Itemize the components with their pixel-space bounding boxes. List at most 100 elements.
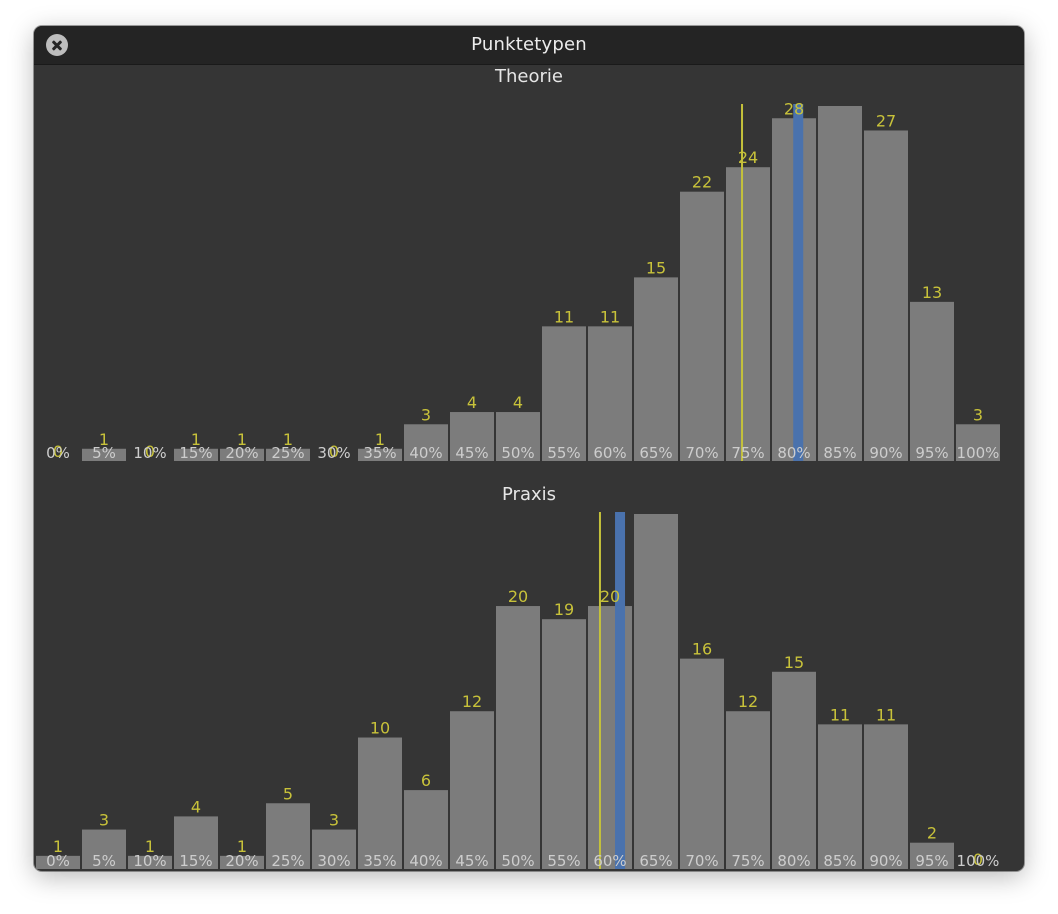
close-icon[interactable] — [46, 34, 68, 56]
praxis-bar-11 — [542, 619, 586, 869]
theorie-count-label-3: 1 — [191, 430, 201, 449]
theorie-bar-3 — [174, 448, 218, 461]
theorie-bar-9 — [450, 412, 494, 461]
theorie-histogram: 0101110134411111522242829271330%5%10%15%… — [46, 103, 1000, 462]
praxis-bin-label-5: 25% — [271, 852, 304, 870]
theorie-bar-17 — [818, 106, 862, 461]
theorie-count-label-14: 22 — [692, 173, 712, 192]
praxis-bin-label-9: 45% — [455, 852, 488, 870]
praxis-count-label-20: 0 — [973, 850, 983, 869]
theorie-bar-18 — [864, 130, 908, 461]
praxis-bin-label-0: 0% — [46, 852, 70, 870]
praxis-count-label-7: 10 — [370, 719, 390, 738]
theorie-bar-19 — [910, 301, 954, 461]
praxis-bin-label-13: 65% — [639, 852, 672, 870]
praxis-bar-1 — [82, 829, 126, 869]
theorie-count-label-11: 11 — [554, 307, 574, 326]
theorie-count-label-17: 29 — [830, 103, 850, 106]
theorie-bar-14 — [680, 191, 724, 462]
title-bar[interactable]: Punktetypen — [34, 26, 1024, 65]
praxis-bar-16 — [772, 671, 816, 869]
theorie-bin-label-18: 90% — [869, 444, 902, 462]
praxis-bin-label-4: 20% — [225, 852, 258, 870]
praxis-count-label-10: 20 — [508, 587, 528, 606]
theorie-count-label-19: 13 — [922, 283, 942, 302]
praxis-bar-14 — [680, 658, 724, 869]
theorie-count-label-12: 11 — [600, 307, 620, 326]
praxis-bin-label-12: 60% — [593, 852, 626, 870]
theorie-bar-8 — [404, 424, 448, 461]
praxis-count-label-0: 1 — [53, 837, 63, 856]
praxis-bar-10 — [496, 606, 540, 869]
praxis-count-label-18: 11 — [876, 705, 896, 724]
theorie-average-band — [793, 104, 804, 461]
praxis-bar-9 — [450, 711, 494, 869]
praxis-bar-8 — [404, 790, 448, 869]
praxis-count-label-6: 3 — [329, 811, 339, 830]
theorie-bin-label-16: 80% — [777, 444, 810, 462]
theorie-bin-label-11: 55% — [547, 444, 580, 462]
praxis-bar-5 — [266, 803, 310, 869]
theorie-bar-20 — [956, 424, 1000, 461]
praxis-count-label-17: 11 — [830, 705, 850, 724]
praxis-bin-label-2: 10% — [133, 852, 166, 870]
praxis-count-label-9: 12 — [462, 692, 482, 711]
praxis-count-label-5: 5 — [283, 784, 293, 803]
theorie-bin-label-2: 10% — [133, 444, 166, 462]
praxis-bar-17 — [818, 724, 862, 869]
theorie-bin-label-6: 30% — [317, 444, 350, 462]
praxis-bin-label-10: 50% — [501, 852, 534, 870]
praxis-bin-label-14: 70% — [685, 852, 718, 870]
theorie-count-label-8: 3 — [421, 405, 431, 424]
praxis-count-label-14: 16 — [692, 640, 712, 659]
praxis-bin-label-11: 55% — [547, 852, 580, 870]
theorie-count-label-1: 1 — [99, 430, 109, 449]
theorie-threshold-line — [741, 104, 744, 461]
theorie-bar-13 — [634, 277, 678, 461]
punktetypen-window: Punktetypen Theorie 0 1 0 1 1 1 0 1 3 4 4 11 11 15 22 2… — [34, 26, 1024, 871]
praxis-bin-label-16: 80% — [777, 852, 810, 870]
praxis-count-label-19: 2 — [927, 824, 937, 843]
theorie-bin-label-8: 40% — [409, 444, 442, 462]
theorie-count-label-18: 27 — [876, 111, 896, 130]
theorie-count-label-20: 3 — [973, 405, 983, 424]
praxis-count-label-11: 19 — [554, 600, 574, 619]
praxis-bin-label-15: 75% — [731, 852, 764, 870]
praxis-bin-label-17: 85% — [823, 852, 856, 870]
praxis-count-label-3: 4 — [191, 797, 201, 816]
praxis-threshold-line — [598, 512, 601, 869]
theorie-count-label-15: 24 — [738, 148, 758, 167]
praxis-bar-3 — [174, 816, 218, 869]
theorie-count-label-10: 4 — [513, 393, 523, 412]
theorie-bin-label-10: 50% — [501, 444, 534, 462]
theorie-bar-15 — [726, 167, 770, 461]
praxis-bar-18 — [864, 724, 908, 869]
praxis-average-band — [615, 512, 626, 869]
theorie-bar-11 — [542, 326, 586, 461]
praxis-histogram: 131415310612201920271612151111200%5%10%1… — [36, 512, 999, 870]
theorie-bar-12 — [588, 326, 632, 461]
theorie-bar-10 — [496, 412, 540, 461]
praxis-count-label-13: 27 — [646, 512, 666, 514]
praxis-count-label-12: 20 — [600, 587, 620, 606]
praxis-bin-label-6: 30% — [317, 852, 350, 870]
theorie-bin-label-4: 20% — [225, 444, 258, 462]
praxis-count-label-4: 1 — [237, 837, 247, 856]
praxis-bin-label-19: 95% — [915, 852, 948, 870]
theorie-bin-label-19: 95% — [915, 444, 948, 462]
praxis-bar-2 — [128, 855, 172, 869]
theorie-bar-5 — [266, 448, 310, 461]
praxis-chart-title: Praxis — [502, 484, 556, 505]
theorie-bin-label-9: 45% — [455, 444, 488, 462]
praxis-bar-12 — [588, 606, 632, 869]
theorie-bin-label-15: 75% — [731, 444, 764, 462]
theorie-count-label-4: 1 — [237, 430, 247, 449]
praxis-bin-label-18: 90% — [869, 852, 902, 870]
theorie-count-label-6: 0 — [329, 442, 339, 461]
theorie-bin-label-14: 70% — [685, 444, 718, 462]
praxis-bin-label-1: 5% — [92, 852, 116, 870]
theorie-bar-1 — [82, 448, 126, 461]
theorie-count-label-7: 1 — [375, 430, 385, 449]
theorie-bin-label-7: 35% — [363, 444, 396, 462]
theorie-bar-4 — [220, 448, 264, 461]
